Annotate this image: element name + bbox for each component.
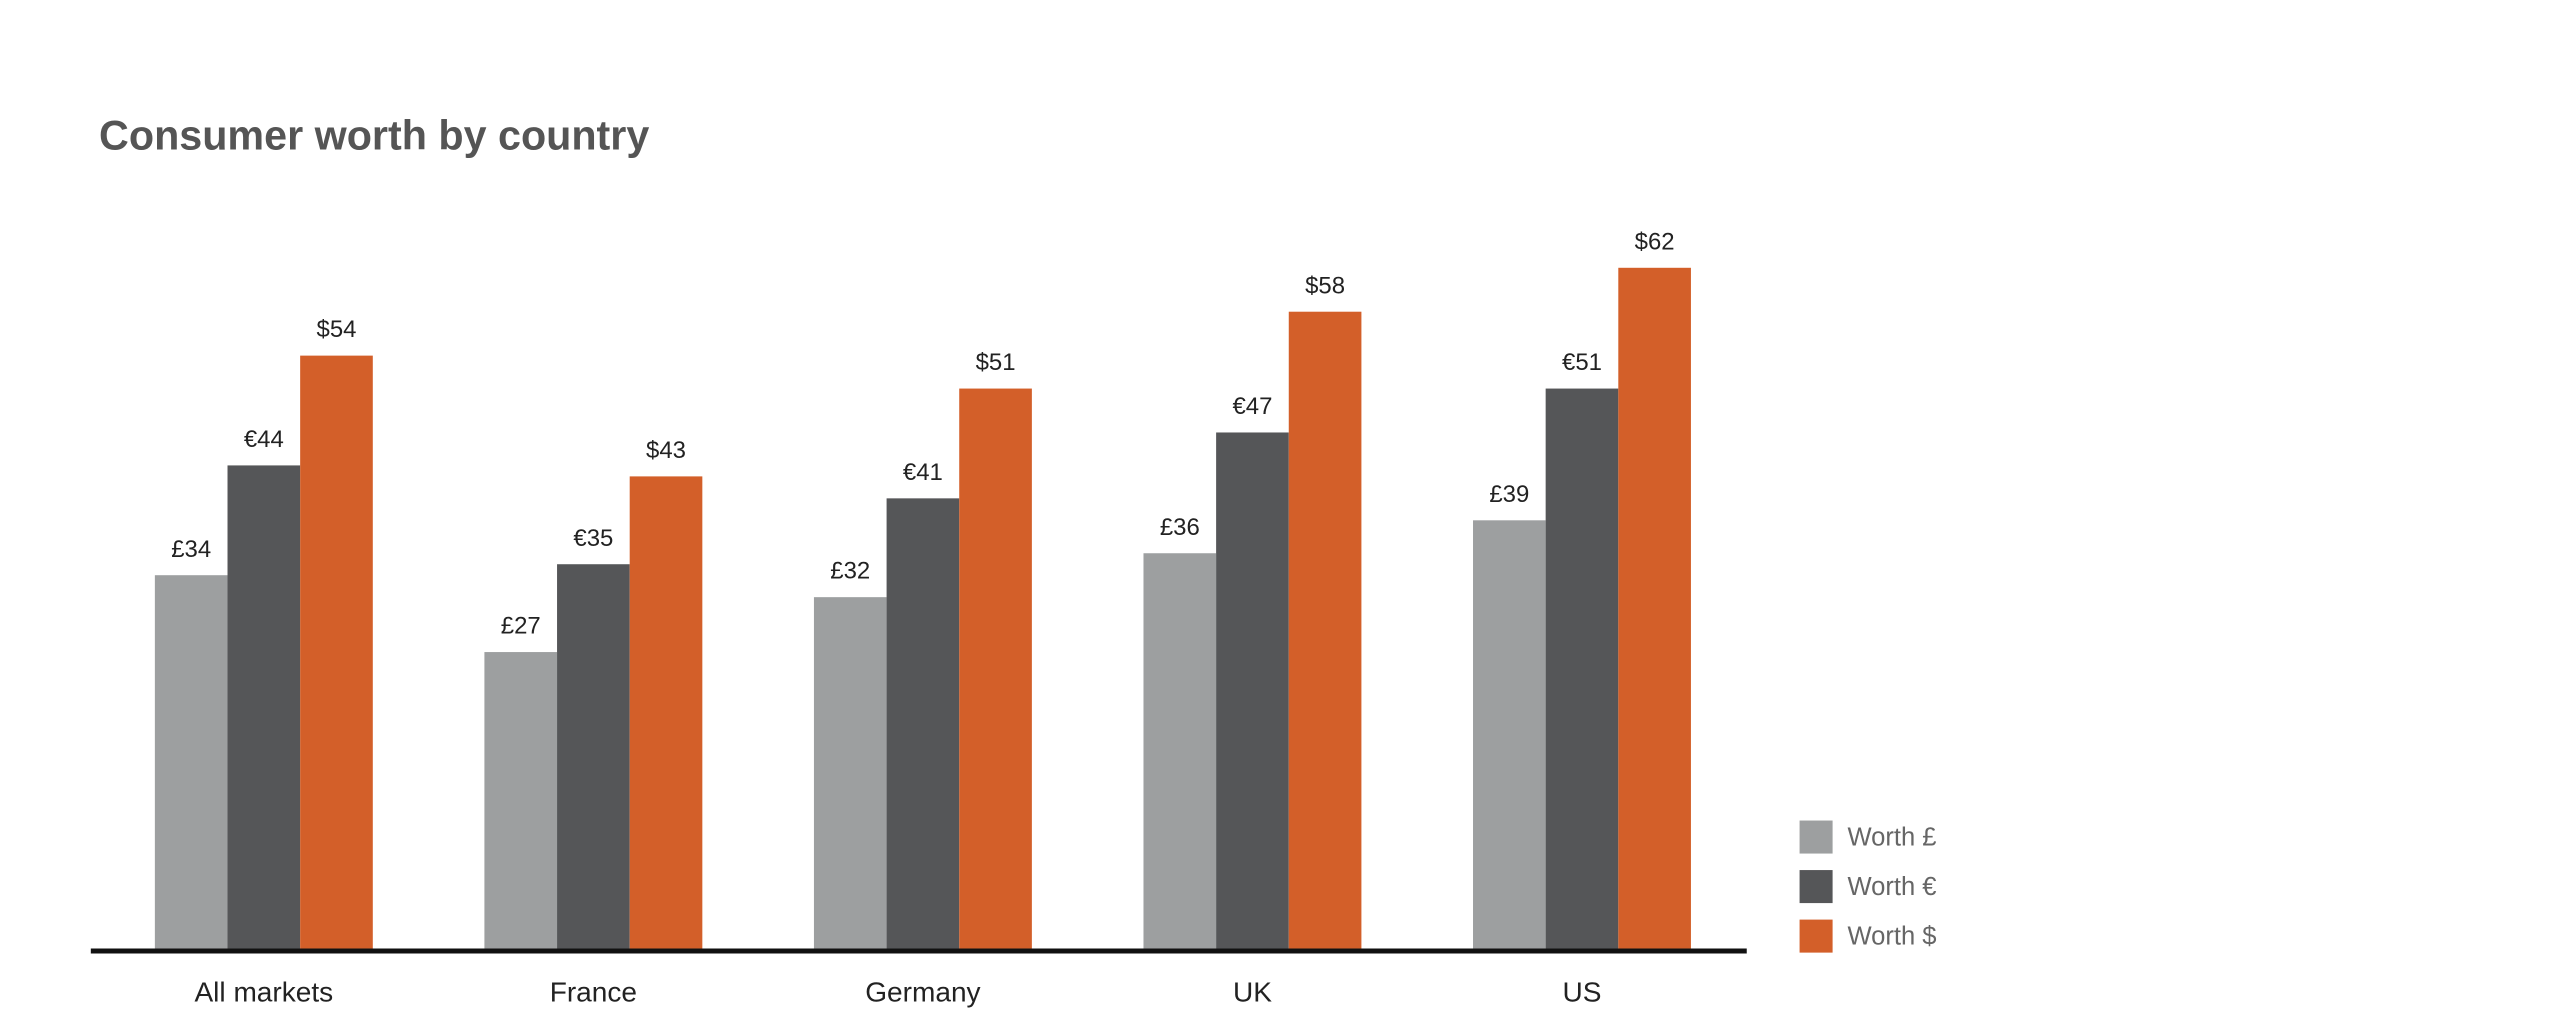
bar — [557, 564, 630, 949]
legend-swatch — [1799, 820, 1833, 854]
bar — [154, 575, 228, 949]
value-label: €35 — [573, 525, 613, 552]
x-tick-label: France — [550, 976, 637, 1007]
bar — [629, 476, 703, 949]
value-label: €51 — [1562, 349, 1602, 376]
value-label: $43 — [646, 437, 686, 464]
bar — [227, 465, 301, 949]
legend-label: Worth € — [1847, 873, 1936, 901]
value-label: $51 — [976, 349, 1016, 376]
bar — [886, 498, 960, 949]
x-tick-label: UK — [1233, 976, 1272, 1007]
bar — [1545, 388, 1619, 949]
value-label: £32 — [830, 558, 870, 585]
value-label: $58 — [1305, 272, 1345, 299]
bar — [1288, 311, 1362, 949]
value-label: £27 — [501, 613, 541, 640]
value-label: £39 — [1489, 481, 1529, 508]
value-label: €44 — [244, 426, 284, 453]
x-tick-label: Germany — [865, 976, 980, 1007]
value-label: €47 — [1232, 393, 1272, 420]
x-tick-label: All markets — [194, 976, 333, 1007]
bar — [1618, 267, 1691, 949]
value-label: $62 — [1635, 228, 1675, 255]
bar — [1143, 553, 1217, 949]
bar — [484, 652, 558, 949]
bar — [1473, 520, 1546, 949]
bar — [813, 597, 887, 949]
x-tick-label: US — [1562, 976, 1601, 1007]
bar — [959, 388, 1032, 949]
value-label: £36 — [1160, 514, 1200, 541]
bar — [300, 355, 373, 949]
legend-swatch — [1799, 870, 1833, 904]
legend-label: Worth £ — [1847, 823, 1936, 851]
legend-label: Worth $ — [1847, 923, 1936, 951]
value-label: €41 — [903, 459, 943, 486]
bar — [1216, 432, 1289, 949]
value-label: $54 — [317, 316, 357, 343]
chart-title: Consumer worth by country — [99, 113, 649, 159]
value-label: £34 — [171, 536, 211, 563]
legend-swatch — [1799, 919, 1833, 953]
